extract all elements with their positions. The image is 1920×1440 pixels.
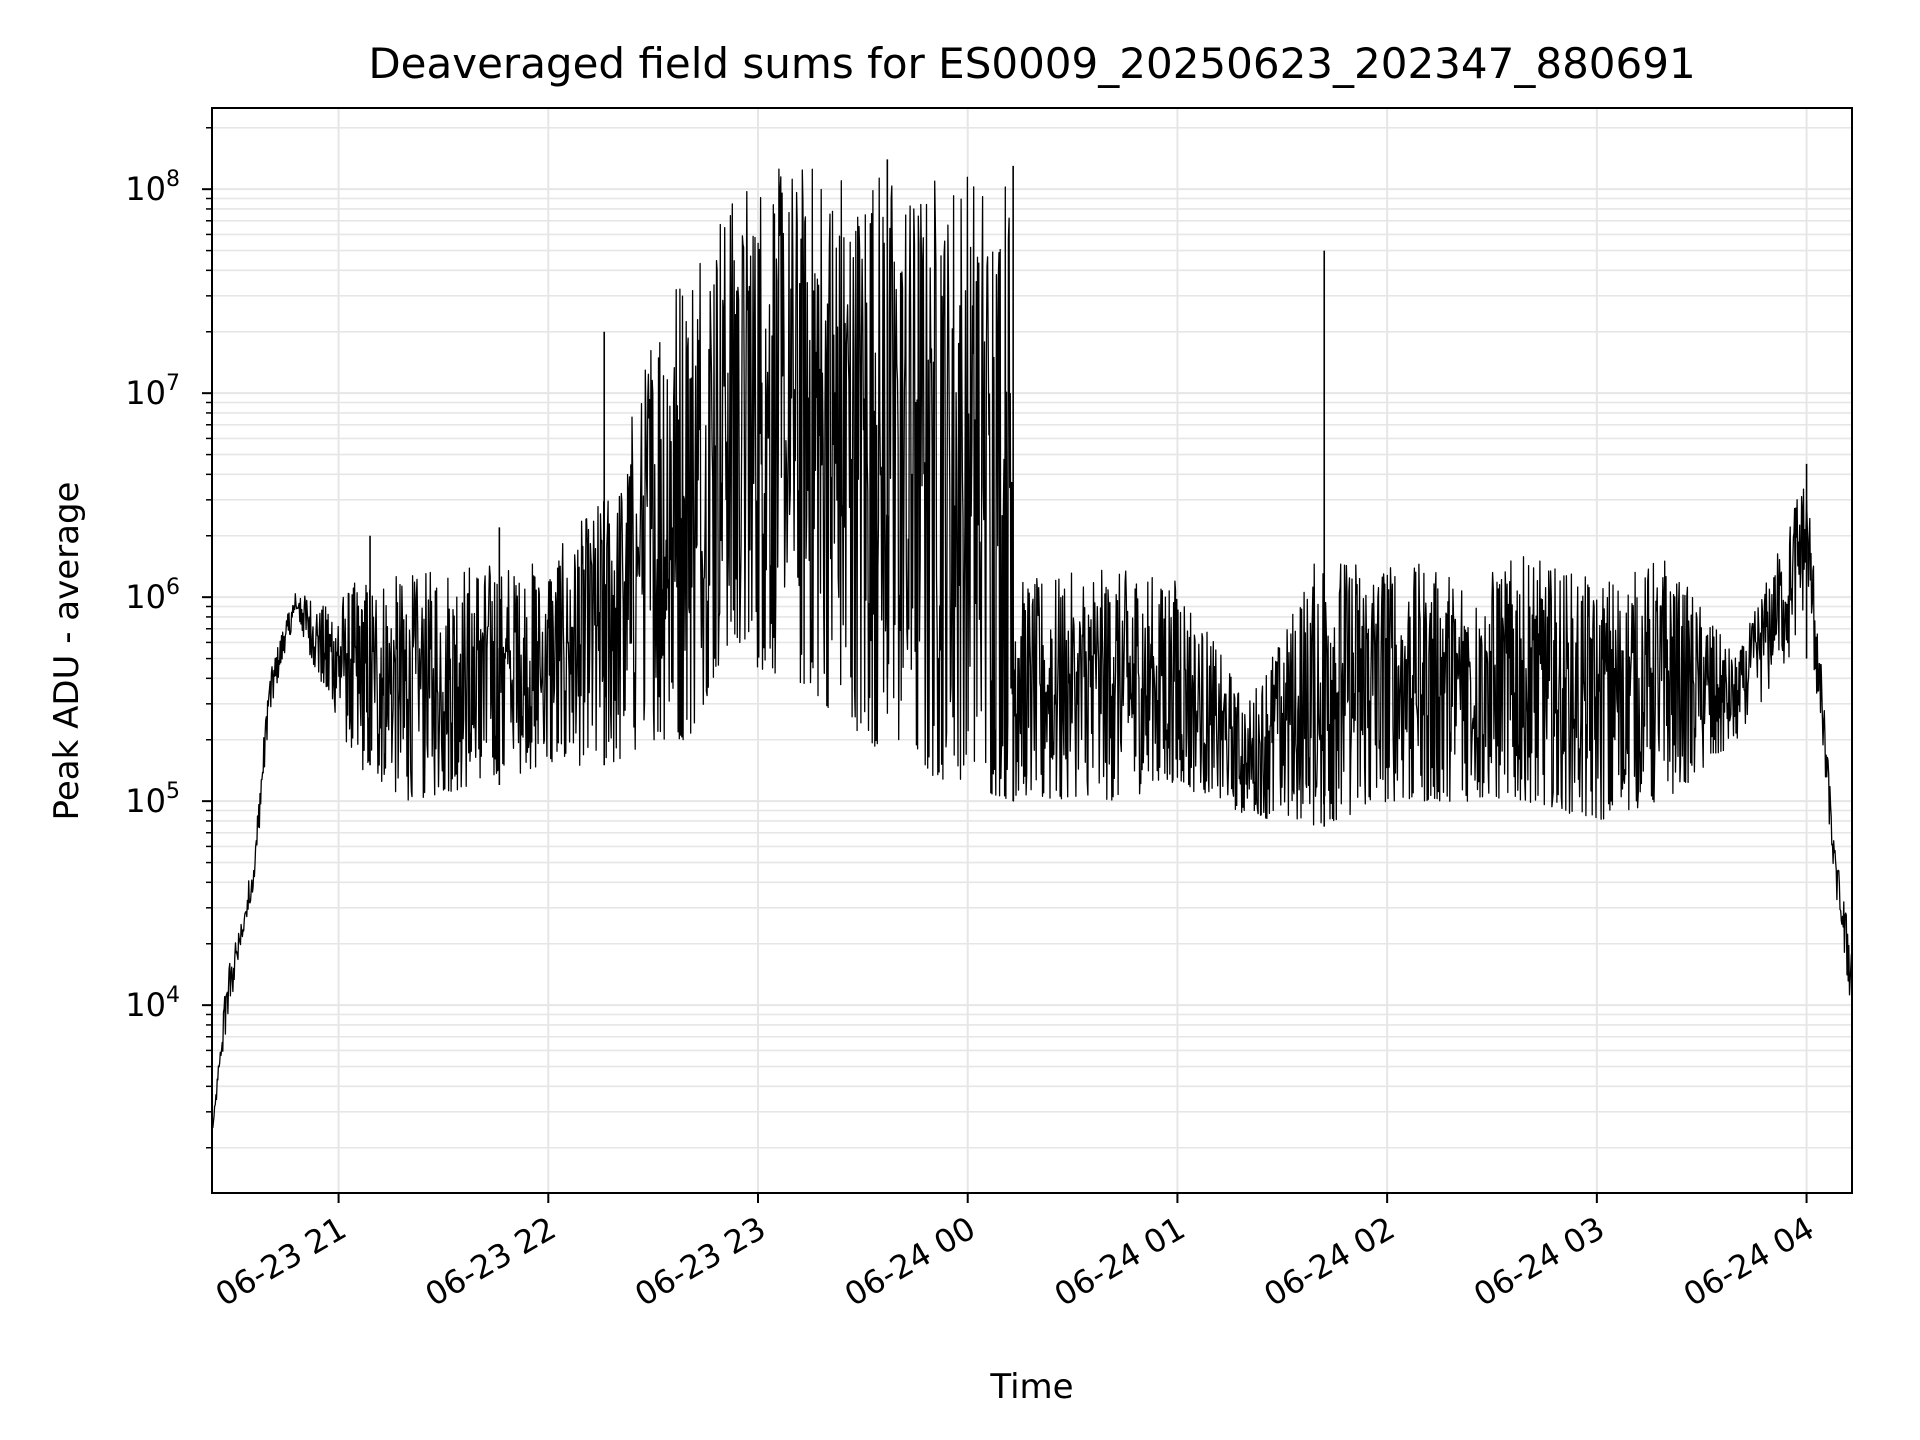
x-axis-label: Time: [989, 1367, 1073, 1407]
axes-frame: [211, 107, 1853, 1194]
series-line: [212, 168, 1853, 1129]
chart-title: Deaveraged field sums for ES0009_2025062…: [368, 39, 1695, 88]
y-axis-label: Peak ADU - average: [47, 482, 87, 821]
plot-area: [212, 159, 1853, 1129]
